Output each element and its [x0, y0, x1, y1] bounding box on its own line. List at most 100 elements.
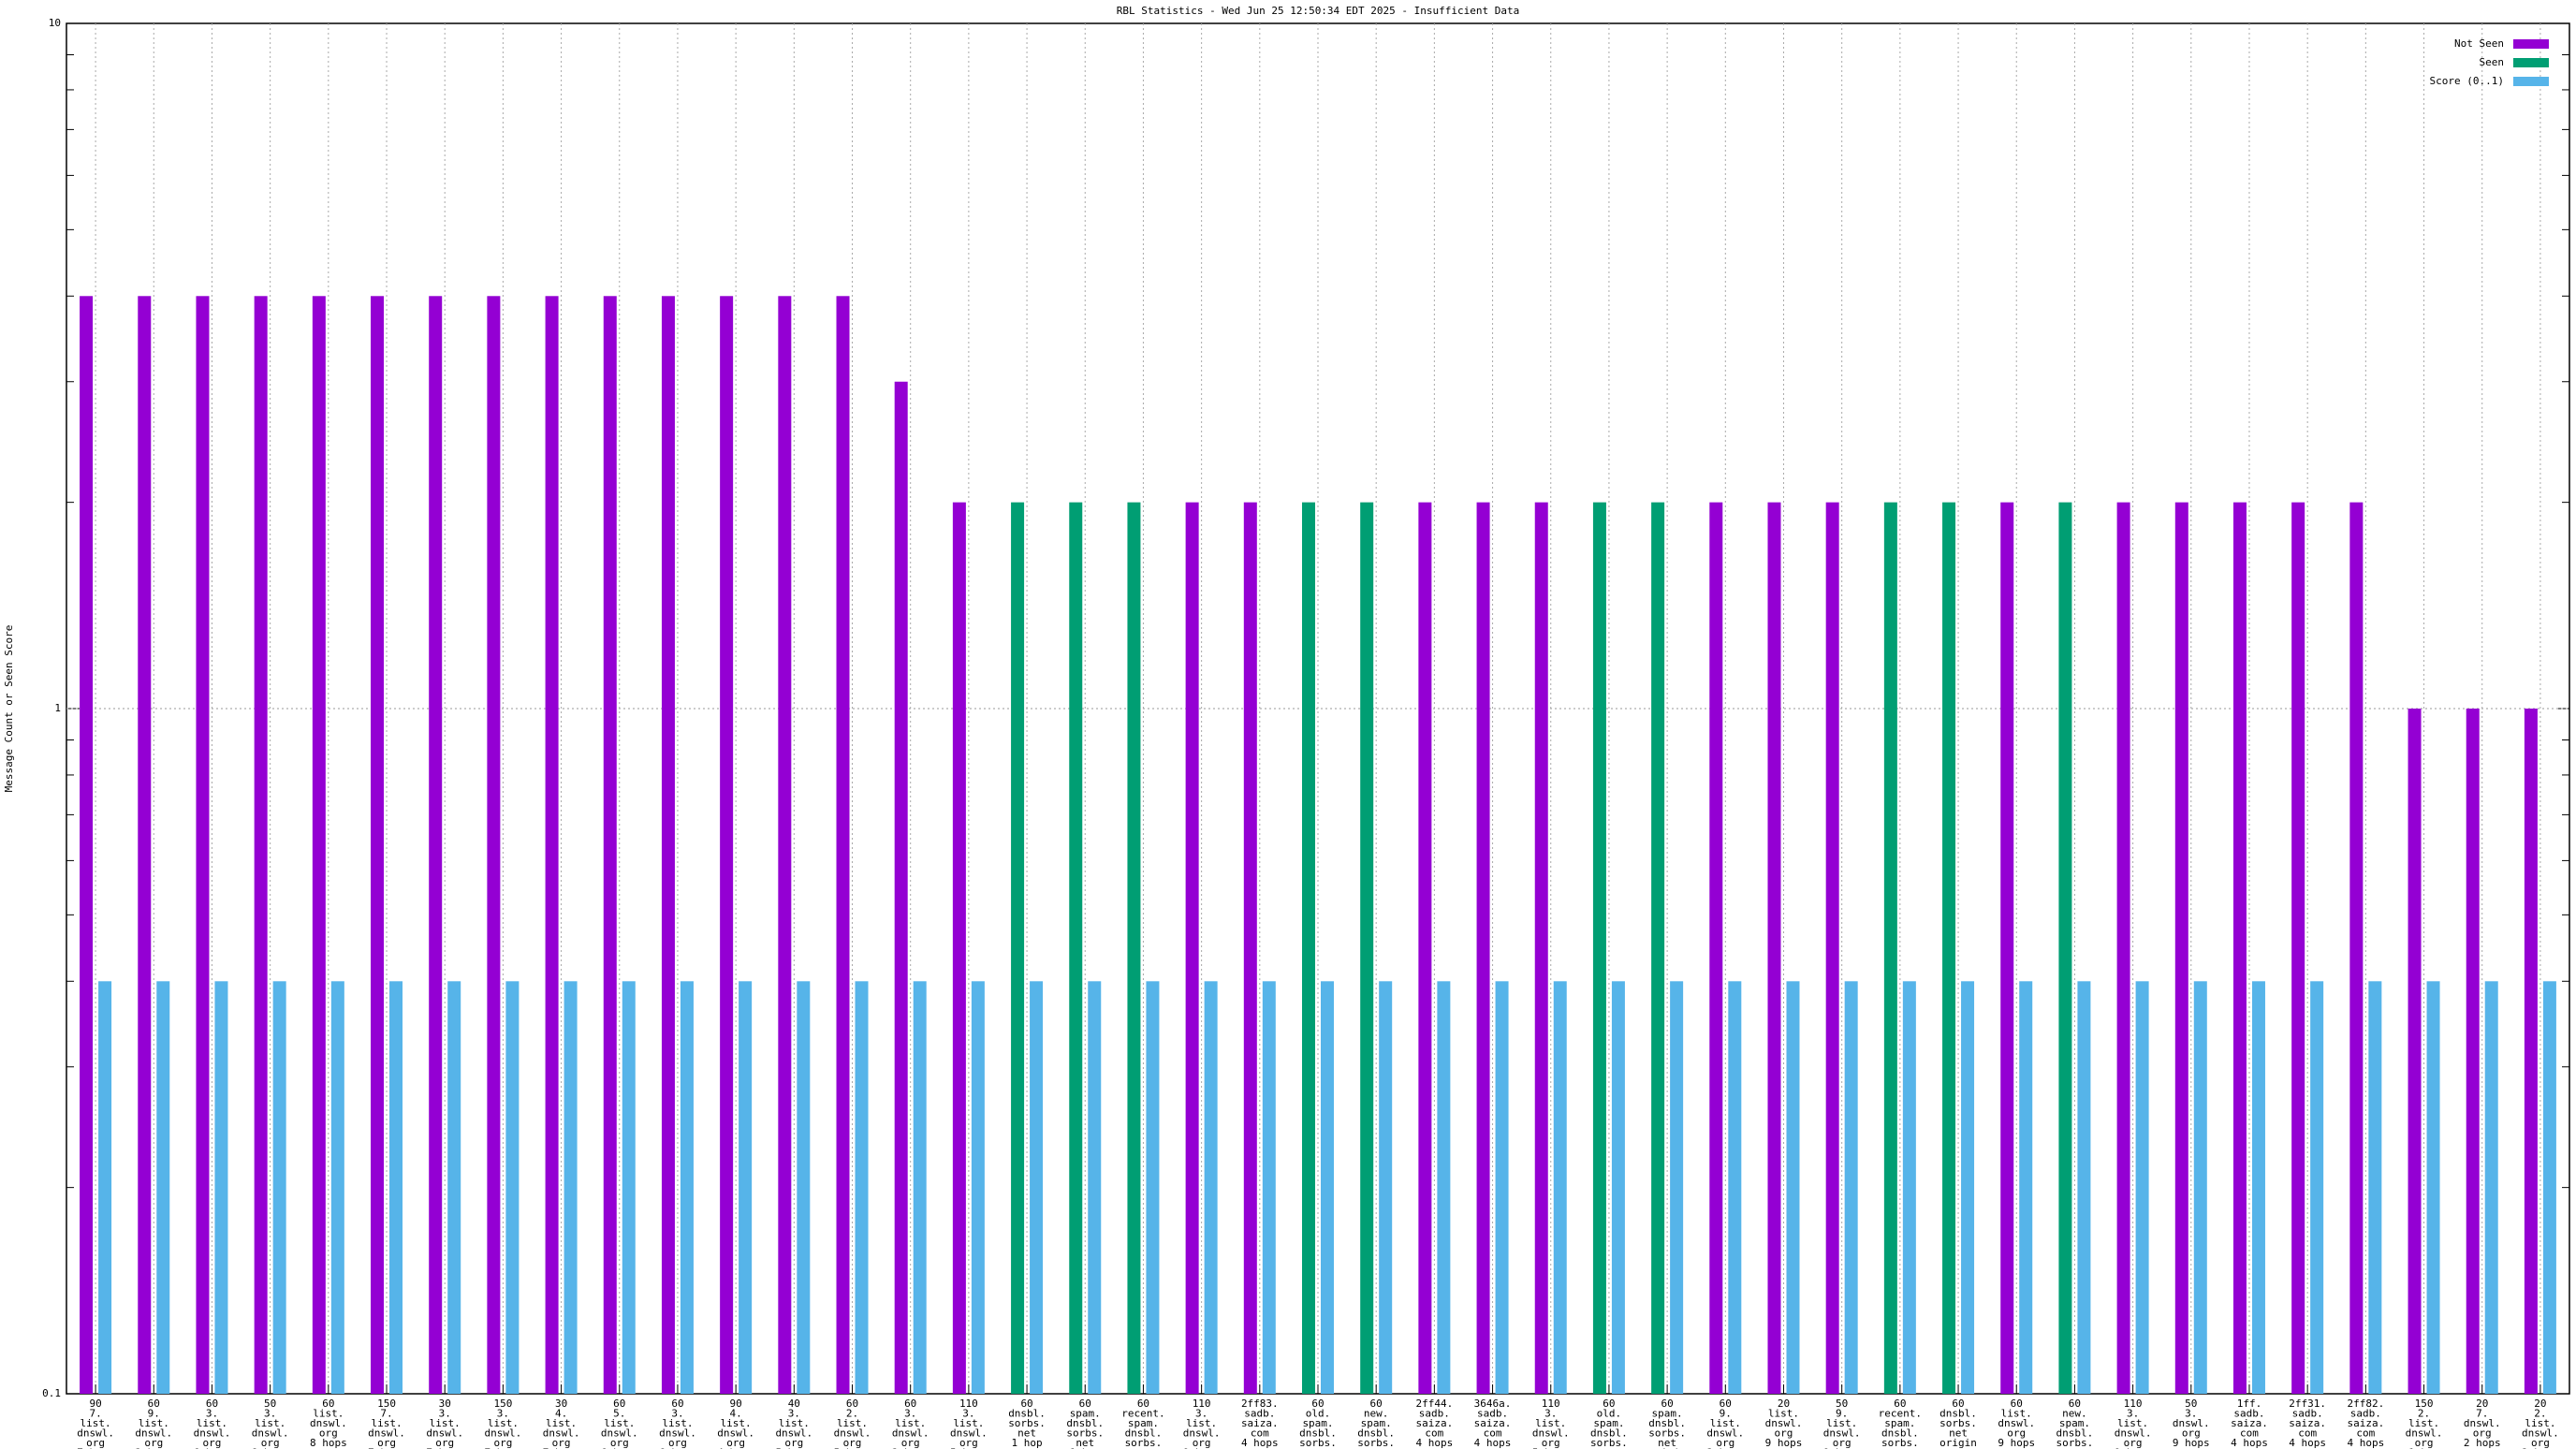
bar — [2077, 981, 2091, 1394]
x-tick-label-line: dnswl. — [426, 1427, 463, 1440]
bar — [971, 981, 985, 1394]
x-tick-label-line: 3. — [264, 1408, 276, 1420]
x-tick-label-line: list. — [1768, 1408, 1799, 1420]
x-tick-label-line: org — [959, 1437, 978, 1449]
x-tick-label-line: 7 hops — [77, 1447, 114, 1449]
x-tick-label-line: sadb. — [2292, 1408, 2323, 1420]
bar — [2251, 981, 2265, 1394]
x-tick-label-line: 110 — [959, 1398, 978, 1410]
bar — [138, 296, 152, 1394]
x-tick-label-line: 5 hops — [1532, 1447, 1570, 1449]
x-tick-label-line: org — [2182, 1427, 2201, 1440]
x-tick-label-line: net — [1949, 1427, 1968, 1440]
x-tick-label-line: 7. — [2476, 1408, 2488, 1420]
x-tick-label-line: 60 — [2011, 1398, 2023, 1410]
x-tick-label-line: 4 hops — [717, 1447, 754, 1449]
x-tick-label-line: sorbs. — [2056, 1437, 2094, 1449]
x-tick-label-line: 4 hops — [2231, 1437, 2268, 1449]
x-tick-label-line: sorbs. — [1357, 1437, 1395, 1449]
bar — [622, 981, 636, 1394]
x-tick-label-line: 2. — [2534, 1408, 2546, 1420]
bar — [603, 296, 617, 1394]
x-tick-label-line: org — [435, 1437, 454, 1449]
chart-title: RBL Statistics - Wed Jun 25 12:50:34 EDT… — [1117, 5, 1519, 17]
x-tick-label-line: 3. — [439, 1408, 451, 1420]
x-tick-label-line: org — [1775, 1427, 1793, 1440]
x-tick-label-line: list. — [430, 1417, 461, 1429]
legend-swatch — [2513, 39, 2549, 49]
x-tick-label-line: org — [144, 1437, 163, 1449]
bar — [156, 981, 170, 1394]
x-tick-label-line: org — [377, 1437, 396, 1449]
x-tick-label-line: 7. — [380, 1408, 392, 1420]
x-tick-label-line: saiza. — [2347, 1417, 2384, 1429]
x-tick-label-line: dnswl. — [1765, 1417, 1803, 1429]
bar — [1728, 981, 1742, 1394]
x-tick-label-line: dnsbl. — [1008, 1408, 1046, 1420]
x-tick-label: 3646a. sadb. saiza. com 4 hops — [1474, 1398, 1512, 1449]
x-tick-label-line: list. — [1186, 1417, 1217, 1429]
x-tick-label-line: 4 hops — [1241, 1437, 1279, 1449]
x-tick-label-line: 5. — [613, 1408, 625, 1420]
x-tick-label-line: 150 — [493, 1398, 512, 1410]
x-tick-label-line: list. — [604, 1417, 635, 1429]
x-tick-label-line: org — [493, 1437, 512, 1449]
x-tick-label-line: list. — [2117, 1417, 2148, 1429]
x-tick-label-line: org — [668, 1437, 687, 1449]
x-tick-label-line: spam. — [2059, 1417, 2090, 1429]
bar — [1360, 502, 1374, 1394]
x-tick-label-line: net — [2065, 1447, 2084, 1449]
x-tick-label-line: org — [2415, 1437, 2434, 1449]
x-tick-label-line: dnsbl. — [1357, 1427, 1395, 1440]
bar — [214, 981, 228, 1394]
bar — [254, 296, 268, 1394]
x-tick-label-line: list. — [1535, 1417, 1566, 1429]
bar — [2291, 502, 2305, 1394]
x-tick-label-line: 1 hop — [1070, 1447, 1101, 1449]
x-tick-label-line: spam. — [1128, 1417, 1159, 1429]
bar — [2193, 981, 2207, 1394]
x-tick-label-line: sorbs. — [1299, 1437, 1337, 1449]
x-tick-label-line: 7 hops — [368, 1447, 405, 1449]
x-tick-label-line: 60 — [1720, 1398, 1732, 1410]
bar — [836, 296, 850, 1394]
x-tick-label-line: 60 — [148, 1398, 160, 1410]
x-tick-label-line: dnsbl. — [1125, 1427, 1163, 1440]
x-tick-label-line: 110 — [1542, 1398, 1560, 1410]
x-tick-label-line: 2ff83. — [1241, 1398, 1279, 1410]
x-tick-label-line: 50 — [1836, 1398, 1848, 1410]
x-tick-label-line: com — [1425, 1427, 1443, 1440]
x-tick-label-line: list. — [255, 1417, 285, 1429]
x-tick-label-line: 9. — [1720, 1408, 1732, 1420]
x-tick-label-line: dnswl. — [310, 1417, 347, 1429]
x-tick-label-line: dnswl. — [834, 1427, 871, 1440]
x-tick-label-line: dnsbl. — [1648, 1417, 1686, 1429]
legend-label: Not Seen — [2454, 37, 2504, 50]
x-tick-label-line: dnswl. — [892, 1427, 929, 1440]
x-tick-label-line: 60 — [846, 1398, 858, 1410]
x-tick-label-line: 4. — [730, 1408, 742, 1420]
x-tick-label-line: 60 — [1603, 1398, 1615, 1410]
x-tick-label: 60 list. dnswl. org 8 hops — [310, 1398, 347, 1449]
x-tick-label-line: 5 hops — [834, 1447, 871, 1449]
x-tick-label-line: 50 — [2185, 1398, 2197, 1410]
x-tick-label-line: list. — [953, 1417, 984, 1429]
x-tick-label-line: dnswl. — [1706, 1427, 1744, 1440]
x-tick-label-line: dnswl. — [2464, 1417, 2501, 1429]
x-tick-label-line: 1ff. — [2237, 1398, 2262, 1410]
x-tick-label-line: sorbs. — [1648, 1427, 1686, 1440]
bar — [1088, 981, 1102, 1394]
x-tick-label-line: 150 — [2415, 1398, 2434, 1410]
bar — [2524, 709, 2538, 1394]
x-tick-label-line: 2ff82. — [2347, 1398, 2384, 1410]
bar — [2135, 981, 2149, 1394]
